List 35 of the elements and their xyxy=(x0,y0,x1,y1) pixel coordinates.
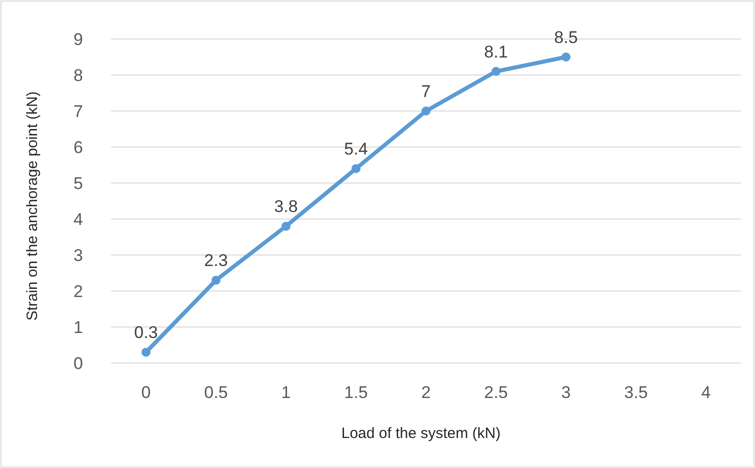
x-tick-label: 1.5 xyxy=(344,383,368,402)
x-tick-label: 2.5 xyxy=(484,383,508,402)
y-tick-label: 0 xyxy=(74,354,83,373)
data-label: 8.1 xyxy=(484,42,508,62)
x-tick-label: 2 xyxy=(421,383,431,402)
data-label: 2.3 xyxy=(204,251,228,270)
x-tick-label: 0 xyxy=(141,383,151,402)
data-label: 8.5 xyxy=(554,28,578,47)
y-tick-label: 1 xyxy=(74,318,83,337)
x-tick-label: 3 xyxy=(561,383,571,402)
y-tick-label: 7 xyxy=(74,102,83,121)
y-tick-label: 2 xyxy=(74,282,83,301)
y-tick-label: 4 xyxy=(74,210,83,229)
data-label: 5.4 xyxy=(344,140,368,159)
y-axis-title: Strain on the anchorage point (kN) xyxy=(24,91,41,321)
point xyxy=(492,66,500,76)
x-tick-label: 3.5 xyxy=(624,383,648,402)
y-tick-label: 5 xyxy=(74,174,83,193)
data-label: 0.3 xyxy=(134,323,158,342)
point xyxy=(142,348,150,357)
data-label: 7 xyxy=(421,82,431,101)
point xyxy=(422,106,430,116)
y-tick-label: 3 xyxy=(74,246,83,265)
y-tick-label: 8 xyxy=(74,66,83,85)
y-tick-label: 9 xyxy=(74,30,83,49)
x-tick-label: 4 xyxy=(701,383,711,402)
x-tick-label: 0.5 xyxy=(204,383,228,402)
point xyxy=(212,276,220,285)
y-tick-label: 6 xyxy=(74,138,83,157)
x-axis-title: Load of the system (kN) xyxy=(341,425,501,442)
point xyxy=(562,52,570,62)
point xyxy=(352,164,360,174)
data-label: 3.8 xyxy=(274,197,298,216)
x-tick-label: 1 xyxy=(281,383,291,402)
point xyxy=(282,222,290,231)
